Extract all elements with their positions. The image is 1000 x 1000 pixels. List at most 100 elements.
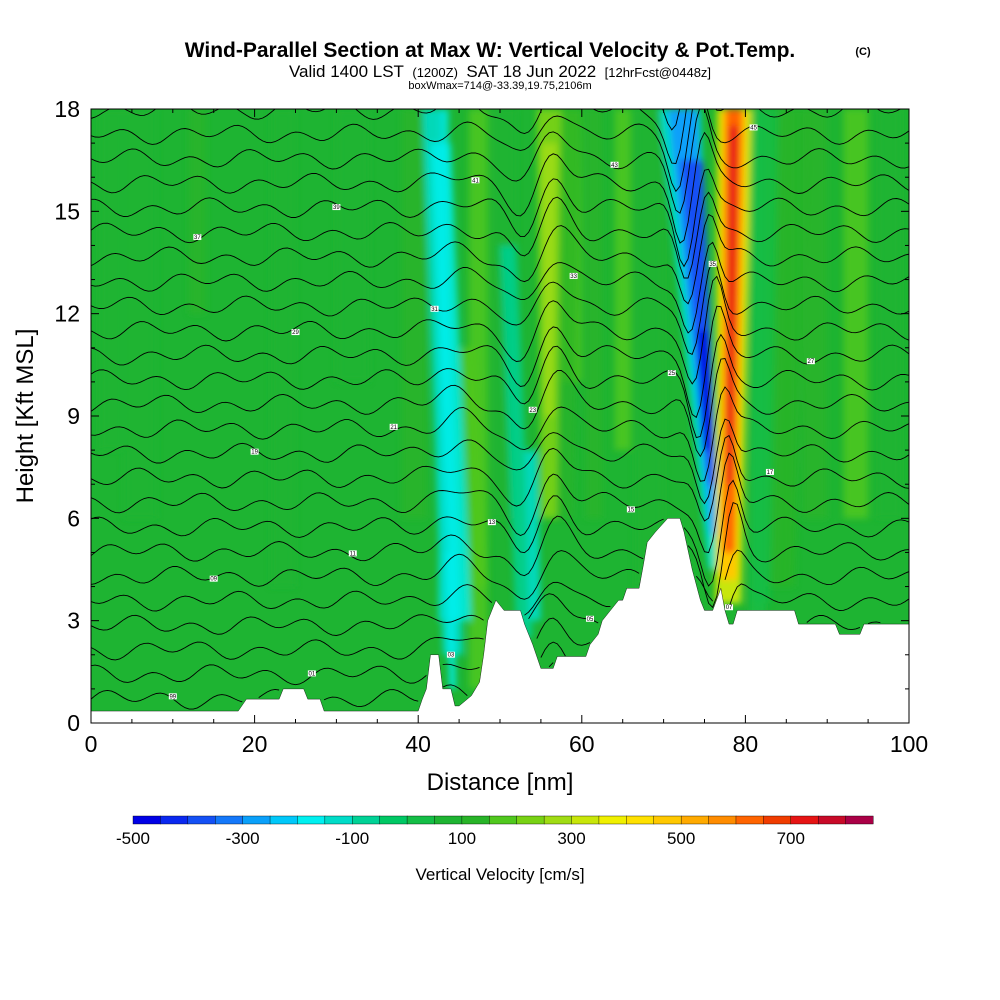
isentrope-label: 13 xyxy=(488,520,495,526)
colorbar-swatch xyxy=(461,815,490,825)
isentrope-label: 15 xyxy=(628,507,635,513)
x-tick-label: 20 xyxy=(242,731,268,757)
isentrope-label-bg xyxy=(725,604,734,611)
velocity-band xyxy=(270,109,296,587)
isentrope-345 xyxy=(91,109,909,193)
isentrope-label: 35 xyxy=(709,262,716,268)
isentrope-label: 11 xyxy=(350,551,357,557)
vertical-velocity-field xyxy=(99,109,901,689)
copyright-mark: (C) xyxy=(855,46,871,58)
isentrope-label-bg xyxy=(708,260,717,267)
colorbar-swatch xyxy=(215,815,244,825)
isentrope-331 xyxy=(91,260,909,356)
colorbar-swatch xyxy=(324,815,353,825)
colorbar-title: Vertical Velocity [cm/s] xyxy=(415,865,584,884)
isentrope-label-bg xyxy=(569,272,578,279)
isentrope-label: 39 xyxy=(333,205,340,211)
plot-area: 99 01 03 05 07 09 11 13 15 17 19 21 23 25 27 29 31 33 35 37… xyxy=(91,109,909,723)
colorbar-swatch xyxy=(653,815,682,825)
isentrope-label: 45 xyxy=(750,125,757,131)
colorbar-tick-label: 300 xyxy=(557,829,585,848)
isentrope-label-bg xyxy=(626,506,635,513)
colorbar-swatch xyxy=(352,815,381,825)
isentrope-label: 17 xyxy=(767,470,774,476)
isentrope-label-bg xyxy=(209,575,218,582)
isentrope-label: 43 xyxy=(611,163,618,169)
isentrope-label-bg xyxy=(168,693,177,700)
x-tick-label: 100 xyxy=(890,731,928,757)
isentrope-303 xyxy=(91,617,591,661)
isentrope-label-bg xyxy=(332,204,341,211)
x-tick-label: 80 xyxy=(733,731,759,757)
isentrope-301 xyxy=(91,641,566,686)
colorbar-tick-labels: -500 -300 -100 100 300 500 700 xyxy=(116,829,805,848)
box-max-annotation: boxWmax=714@-33.39,19.75,2106m xyxy=(408,80,591,92)
velocity-band xyxy=(843,109,869,519)
velocity-band xyxy=(585,109,603,519)
colorbar-tick-label: -100 xyxy=(335,829,369,848)
colorbar-tick-label: -500 xyxy=(116,829,150,848)
colorbar-swatch xyxy=(297,815,326,825)
isentrope-343 xyxy=(91,109,909,214)
isentrope-label: 09 xyxy=(210,577,217,583)
y-axis-label: Height [Kft MSL] xyxy=(12,329,39,504)
y-tick-label: 3 xyxy=(67,608,80,634)
isentrope-329 xyxy=(91,275,909,385)
updraft-58 xyxy=(557,109,582,519)
isentrope-label-bg xyxy=(471,177,480,184)
updraft-47 xyxy=(460,347,488,587)
isentrope-label-bg xyxy=(749,124,758,131)
chart-title: Wind-Parallel Section at Max W: Vertical… xyxy=(185,39,796,62)
x-tick-label: 60 xyxy=(569,731,595,757)
velocity-band xyxy=(634,109,664,587)
updraft-main-core xyxy=(726,126,739,485)
isentrope-337 xyxy=(91,191,909,279)
isentrope-label: 31 xyxy=(431,307,438,313)
subtitle-valid: Valid 1400 LST xyxy=(289,62,404,81)
colorbar xyxy=(132,815,874,825)
y-tick-label: 15 xyxy=(54,198,80,224)
colorbar-swatch xyxy=(845,815,874,825)
colorbar-tick-label: -300 xyxy=(226,829,260,848)
colorbar-swatch xyxy=(242,815,271,825)
colorbar-swatch xyxy=(434,815,463,825)
isentrope-313 xyxy=(91,479,909,587)
isentrope-label-bg xyxy=(250,448,259,455)
downdraft-left-core xyxy=(430,143,472,621)
colorbar-swatch xyxy=(735,815,764,825)
isentrope-label-bg xyxy=(307,670,316,677)
colorbar-swatch xyxy=(132,815,161,825)
colorbar-swatch xyxy=(489,815,518,825)
velocity-band xyxy=(401,109,427,519)
isentrope-label-bg xyxy=(193,233,202,240)
isentrope-323 xyxy=(91,358,909,458)
weak-down-right xyxy=(749,109,779,604)
colorbar-tick-label: 700 xyxy=(777,829,805,848)
velocity-band xyxy=(336,109,370,382)
isentrope-333 xyxy=(91,241,909,334)
isentrope-335 xyxy=(91,213,909,305)
downdraft-53 xyxy=(500,245,533,638)
isentrope-label-bg xyxy=(806,358,815,365)
colorbar-swatch xyxy=(708,815,737,825)
isentrope-307 xyxy=(91,581,909,616)
x-axis: 0 20 40 60 80 100 xyxy=(85,109,928,757)
isentrope-label: 19 xyxy=(251,450,258,456)
isentrope-label: 29 xyxy=(292,330,299,336)
isentrope-label: 33 xyxy=(570,274,577,280)
colorbar-swatch xyxy=(516,815,545,825)
isentrope-label-bg xyxy=(446,651,455,658)
colorbar-swatch xyxy=(160,815,189,825)
colorbar-swatch xyxy=(543,815,573,825)
isentrope-label-bg xyxy=(610,161,619,168)
colorbar-tick-label: 500 xyxy=(667,829,695,848)
isentrope-lines: 99 01 03 05 07 09 11 13 15 17 19 21 23 25 27 29 31 33 35 37… xyxy=(91,109,909,710)
isentrope-317 xyxy=(91,434,909,522)
y-tick-label: 0 xyxy=(67,710,80,736)
velocity-band xyxy=(614,109,631,451)
isentrope-label-bg xyxy=(487,519,496,526)
isentrope-label: 25 xyxy=(668,371,675,377)
colorbar-tick-label: 100 xyxy=(448,829,476,848)
